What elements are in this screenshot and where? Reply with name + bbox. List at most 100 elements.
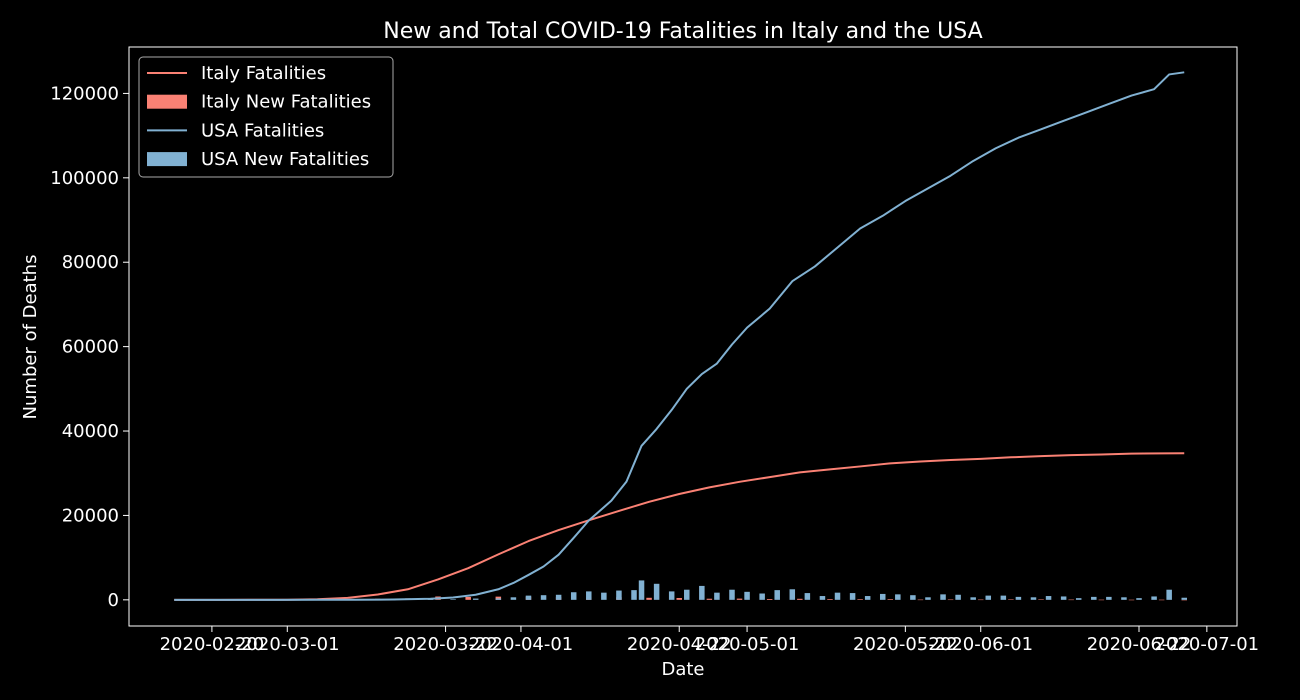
bar	[1098, 599, 1105, 601]
legend-label: USA Fatalities	[201, 120, 324, 141]
legend-bar-swatch	[147, 152, 187, 167]
bar	[495, 598, 502, 600]
bar	[1060, 596, 1067, 600]
y-tick-label: 60000	[62, 337, 119, 358]
bar	[774, 590, 780, 600]
bar	[684, 589, 690, 600]
bar	[827, 599, 833, 600]
series-line	[174, 452, 1185, 601]
y-tick-label: 120000	[50, 83, 119, 104]
bar	[1015, 596, 1022, 600]
bar	[970, 597, 976, 600]
bar	[638, 580, 645, 600]
bar	[947, 599, 954, 601]
chart-title: New and Total COVID-19 Fatalities in Ita…	[383, 19, 982, 44]
plot-frame	[128, 46, 1238, 627]
bar	[1158, 599, 1165, 601]
bar	[879, 593, 886, 600]
bar	[940, 594, 946, 600]
bar	[1121, 597, 1127, 600]
y-tick-label: 40000	[62, 421, 119, 442]
bar	[766, 599, 773, 600]
bar	[450, 599, 456, 600]
series-line	[174, 71, 1185, 601]
y-axis: 0 20000 40000 60000 80000 100000 120000	[50, 83, 129, 611]
legend-label: Italy Fatalities	[201, 63, 326, 84]
legend-label: Italy New Fatalities	[201, 92, 371, 113]
x-tick-label: 2020-04-22	[627, 634, 732, 655]
bar	[1045, 596, 1052, 600]
legend-box	[138, 56, 394, 178]
bar	[797, 598, 803, 600]
y-tick-label: 80000	[62, 252, 119, 273]
bar	[977, 599, 984, 601]
bar	[706, 598, 713, 600]
x-tick-label: 2020-06-01	[928, 634, 1033, 655]
y-axis-label: Number of Deaths	[20, 255, 41, 420]
y-tick-label: 0	[108, 590, 119, 611]
bar	[495, 596, 502, 600]
bar	[1166, 589, 1172, 600]
bar	[864, 596, 871, 600]
bar	[1181, 599, 1187, 601]
bar	[616, 590, 622, 600]
bar	[653, 583, 660, 600]
bar	[555, 594, 562, 600]
legend-label: USA New Fatalities	[201, 149, 369, 170]
bar	[917, 599, 924, 601]
bar	[744, 591, 750, 600]
bar	[789, 589, 796, 600]
x-tick-label: 2020-05-22	[853, 634, 958, 655]
x-tick-label: 2020-06-22	[1087, 634, 1192, 655]
bar	[834, 592, 841, 600]
bar	[736, 598, 743, 600]
bar	[985, 595, 992, 600]
bar	[699, 585, 705, 600]
bar	[1181, 597, 1187, 600]
bar	[1075, 598, 1082, 600]
bar	[540, 595, 547, 600]
x-tick-label: 2020-07-01	[1155, 634, 1260, 655]
bar	[525, 595, 532, 600]
bar	[819, 596, 826, 600]
bar	[1136, 598, 1142, 600]
bar	[472, 598, 479, 600]
bar	[895, 594, 901, 600]
bar	[714, 592, 720, 600]
bar	[676, 597, 682, 600]
bar	[646, 597, 652, 600]
legend-bar-swatch	[147, 94, 187, 109]
bar	[1106, 596, 1112, 600]
bar	[804, 593, 811, 600]
bar	[1151, 596, 1157, 600]
bar	[759, 593, 765, 600]
bar	[1038, 599, 1044, 600]
bar	[668, 591, 675, 600]
x-axis-label: Date	[661, 659, 704, 680]
bar	[601, 592, 607, 600]
bar	[955, 594, 961, 600]
bar	[1128, 599, 1135, 601]
y-tick-label: 100000	[50, 168, 119, 189]
x-tick-label: 2020-05-01	[695, 634, 800, 655]
lines-layer	[174, 71, 1185, 601]
bar	[925, 597, 931, 600]
bar	[465, 596, 471, 600]
bar	[510, 597, 517, 600]
bar	[1068, 599, 1074, 601]
x-tick-label: 2020-03-01	[235, 634, 340, 655]
x-tick-label: 2020-03-22	[393, 634, 498, 655]
bar	[887, 599, 894, 600]
bar	[1091, 596, 1097, 600]
x-tick-label: 2020-02-20	[160, 634, 265, 655]
bar	[849, 593, 856, 600]
bar	[1008, 599, 1014, 600]
bar	[1000, 595, 1007, 600]
bar	[1030, 597, 1037, 600]
bar	[570, 592, 577, 600]
bar	[631, 590, 637, 600]
y-tick-label: 20000	[62, 505, 119, 526]
bar	[586, 591, 592, 600]
x-tick-label: 2020-04-01	[469, 634, 574, 655]
